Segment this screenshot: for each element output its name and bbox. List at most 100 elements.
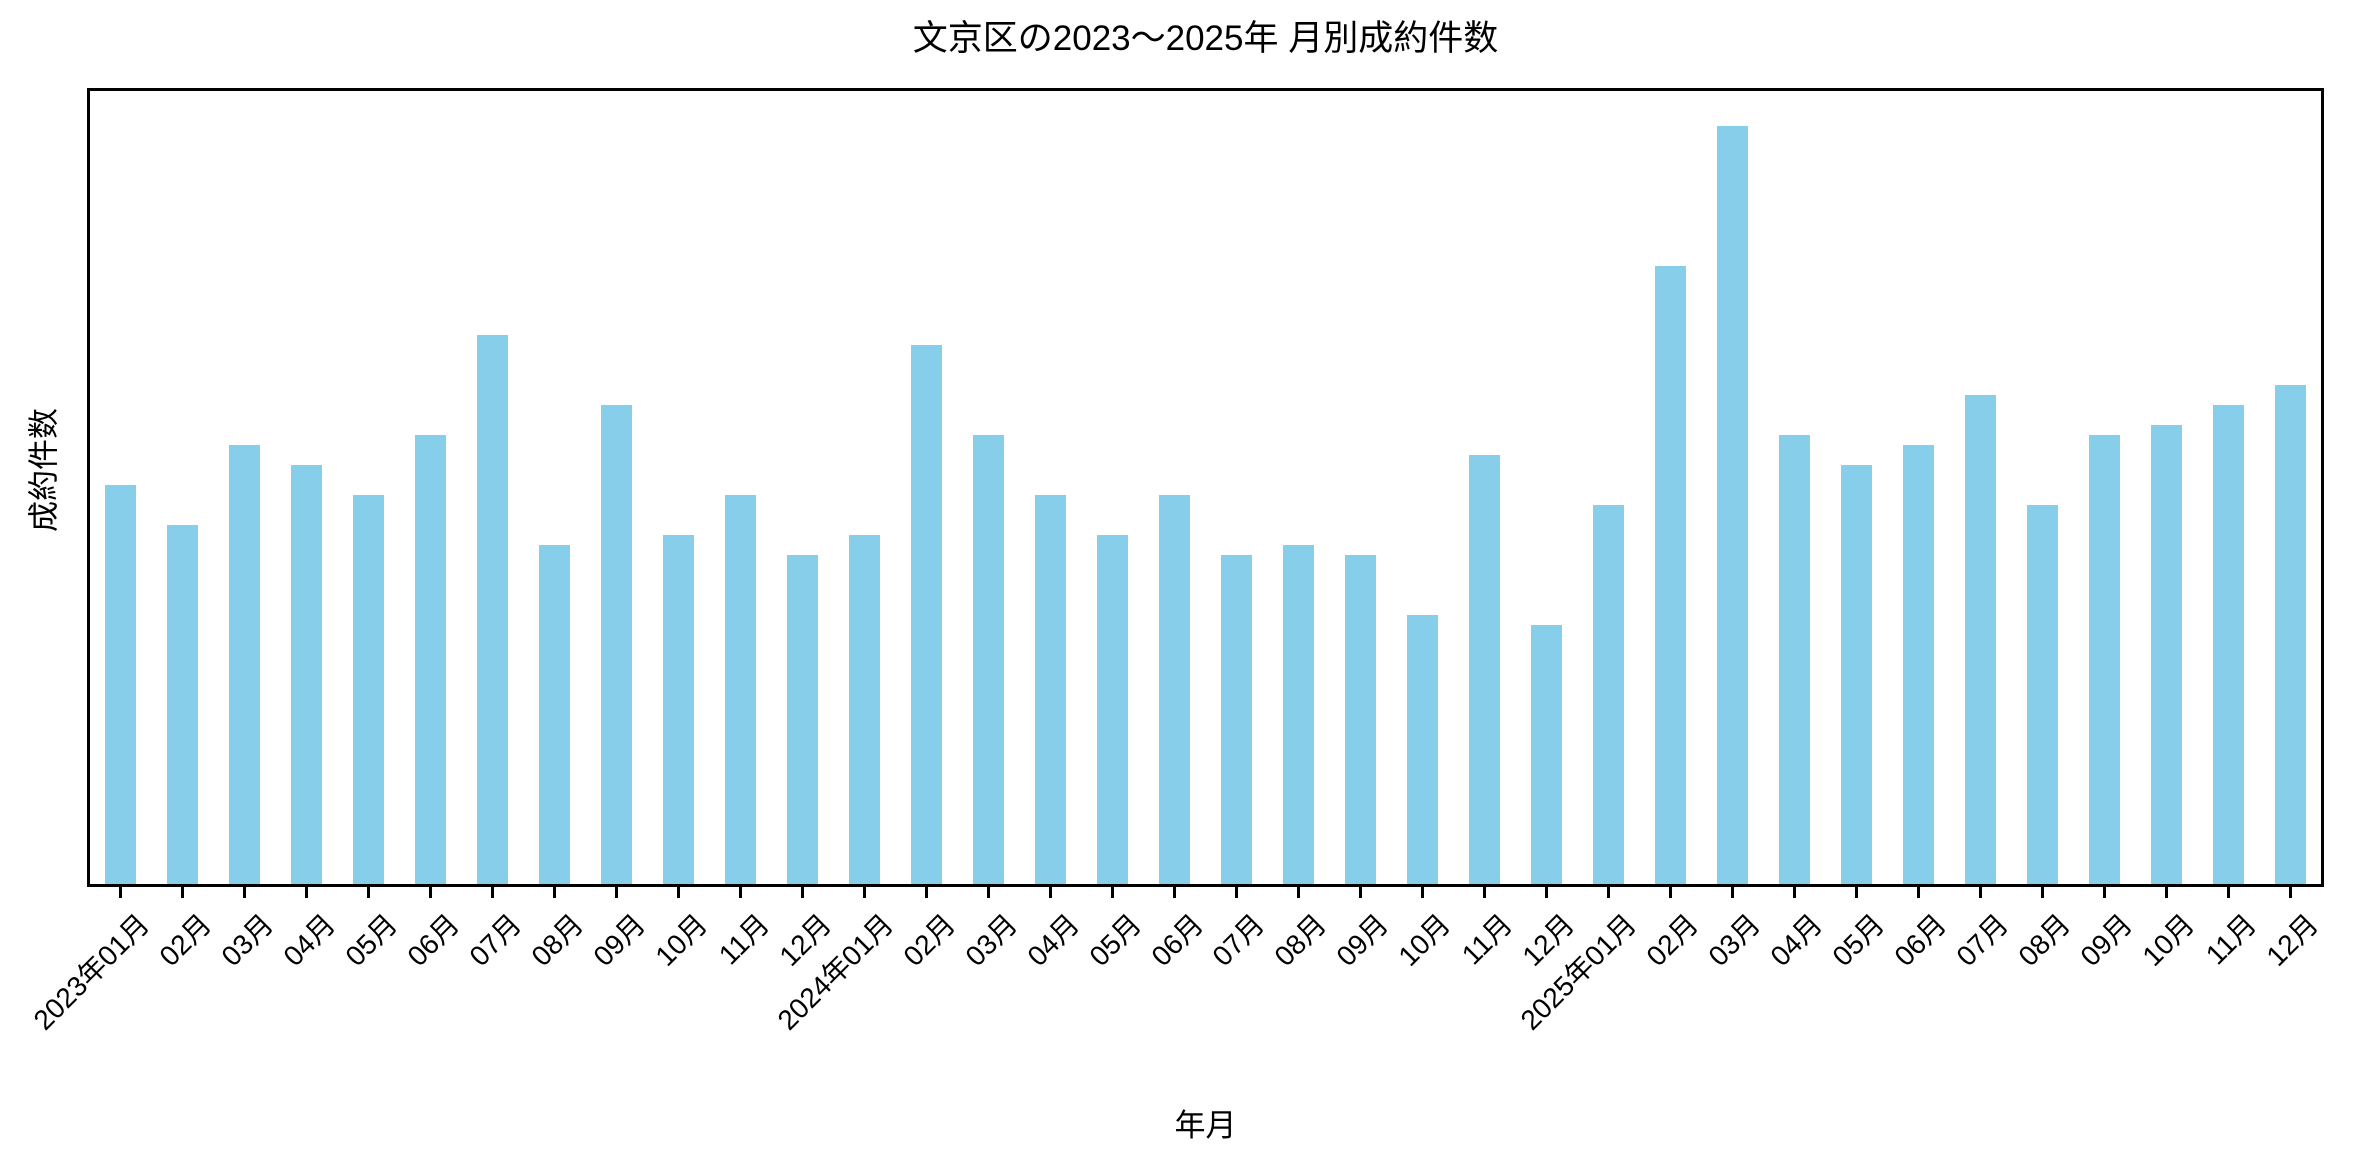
bar <box>2274 385 2306 884</box>
x-tick <box>243 887 247 898</box>
x-tick-label: 09月 <box>587 908 651 972</box>
x-tick-label: 09月 <box>1330 908 1395 972</box>
bar <box>105 485 137 884</box>
bar <box>1964 395 1996 884</box>
x-axis-label: 年月 <box>1174 1108 1237 1143</box>
x-tick-label: 07月 <box>1206 908 1271 972</box>
x-tick-label: 2025年01月 <box>1514 908 1643 1036</box>
x-tick-label: 05月 <box>339 908 404 972</box>
bar <box>1406 614 1438 884</box>
x-tick-label: 02月 <box>897 908 961 972</box>
x-tick <box>1544 887 1548 898</box>
x-tick <box>801 887 805 898</box>
bar <box>1468 455 1500 884</box>
x-tick-label: 04月 <box>277 908 342 972</box>
x-tick <box>553 887 557 898</box>
x-tick <box>925 887 929 898</box>
x-tick <box>1978 887 1982 898</box>
bar <box>2088 435 2120 884</box>
bar <box>1159 494 1190 884</box>
x-tick-label: 07月 <box>463 908 527 972</box>
x-tick-label: 08月 <box>1268 908 1333 972</box>
bar <box>291 465 323 884</box>
x-tick <box>1111 887 1115 898</box>
x-tick-label: 02月 <box>153 908 218 972</box>
x-tick <box>1854 887 1858 898</box>
x-tick <box>2040 887 2044 898</box>
x-tick-label: 03月 <box>1702 908 1767 972</box>
x-tick <box>367 887 371 898</box>
x-tick <box>677 887 681 898</box>
x-tick-label: 05月 <box>1082 908 1147 972</box>
bar <box>1220 554 1252 884</box>
x-tick <box>1173 887 1176 898</box>
x-tick <box>1296 887 1300 898</box>
x-tick-label: 09月 <box>2074 908 2139 972</box>
x-tick <box>987 887 991 898</box>
x-tick <box>1606 887 1610 898</box>
x-tick <box>1049 887 1053 898</box>
x-tick <box>181 887 185 898</box>
x-tick <box>1916 887 1920 898</box>
x-tick <box>1668 887 1672 898</box>
bar <box>477 335 509 884</box>
chart-title: 文京区の2023〜2025年 月別成約件数 <box>912 19 1499 58</box>
x-tick <box>2102 887 2106 898</box>
x-tick <box>863 887 867 898</box>
bar <box>1902 445 1934 884</box>
bar <box>725 494 757 884</box>
bar <box>787 554 819 884</box>
x-tick <box>1420 887 1424 898</box>
bar <box>1344 554 1376 884</box>
x-tick <box>739 887 743 898</box>
bar <box>1654 265 1686 884</box>
x-tick-label: 12月 <box>2260 908 2325 972</box>
x-tick-label: 04月 <box>1764 908 1829 972</box>
x-tick-label: 2023年01月 <box>27 908 156 1036</box>
x-tick-label: 06月 <box>401 908 466 972</box>
bar <box>539 544 571 884</box>
bar <box>415 435 447 884</box>
x-tick-label: 07月 <box>1950 908 2015 972</box>
x-tick-label: 02月 <box>1640 908 1705 972</box>
bar <box>849 534 881 884</box>
x-tick-label: 06月 <box>1888 908 1953 972</box>
bar <box>1097 534 1129 884</box>
bar <box>601 405 633 884</box>
x-tick <box>1730 887 1734 898</box>
x-tick <box>119 887 123 898</box>
bar <box>663 534 695 884</box>
bar <box>1035 494 1067 884</box>
bar <box>1840 465 1872 884</box>
x-tick <box>491 887 495 898</box>
x-tick-label: 05月 <box>1826 908 1891 972</box>
y-axis-label: 成約件数 <box>26 408 62 532</box>
bar <box>973 435 1005 884</box>
bar <box>353 494 385 884</box>
x-tick-label: 04月 <box>1020 908 1085 972</box>
bar <box>1282 544 1314 884</box>
x-tick-label: 10月 <box>2136 908 2201 972</box>
x-tick-label: 11月 <box>1456 908 1519 971</box>
bar <box>1592 504 1624 884</box>
x-tick-label: 10月 <box>649 908 713 972</box>
x-tick-label: 03月 <box>959 908 1023 972</box>
x-tick <box>1482 887 1486 898</box>
x-tick <box>305 887 309 898</box>
x-tick <box>2164 887 2168 898</box>
x-tick-label: 08月 <box>2012 908 2077 972</box>
x-tick-label: 11月 <box>712 908 775 971</box>
x-tick-label: 10月 <box>1392 908 1457 972</box>
bar <box>1778 435 1810 884</box>
x-tick-label: 2024年01月 <box>771 908 899 1036</box>
x-tick <box>1234 887 1238 898</box>
x-tick <box>2226 887 2230 898</box>
bar <box>167 524 199 884</box>
x-tick <box>429 887 433 898</box>
bar <box>1716 125 1748 884</box>
x-tick-label: 08月 <box>525 908 589 972</box>
bar <box>2212 405 2244 884</box>
x-tick <box>2288 887 2292 898</box>
x-tick <box>615 887 619 898</box>
